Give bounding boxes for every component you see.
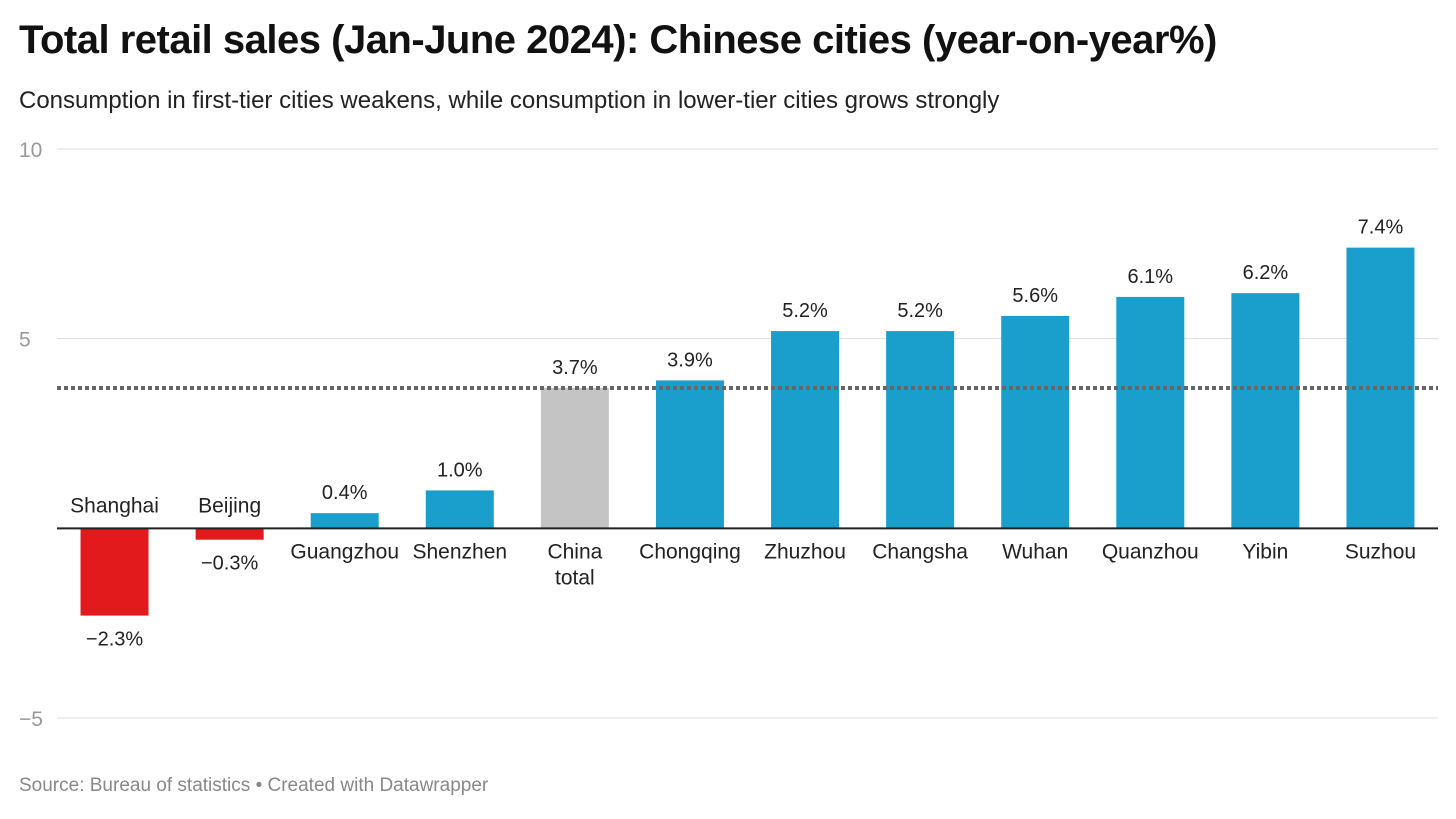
bar-guangzhou	[310, 513, 379, 529]
bar-chongqing	[655, 380, 724, 529]
chart-footer: Source: Bureau of statistics • Created w…	[19, 775, 488, 797]
reference-line-layer	[57, 385, 1438, 530]
value-label-chongqing: 3.9%	[667, 349, 713, 371]
source-text: Source: Bureau of statistics	[19, 775, 251, 796]
y-tick-label: 5	[19, 329, 31, 352]
category-label-zhuzhou: Zhuzhou	[764, 540, 846, 563]
labels: Shanghai −2.3% Beijing −0.3% Guangzhou 0.4% Sh…	[70, 217, 1416, 651]
bar-yibin	[1231, 293, 1300, 529]
value-label-wuhan: 5.6%	[1012, 285, 1058, 307]
category-label-changsha: Changsha	[872, 540, 968, 563]
category-label-yibin: Yibin	[1242, 540, 1288, 563]
category-label-shenzhen: Shenzhen	[412, 540, 507, 563]
bar-chart: −5 5 10 Shanghai −2.3% Beijing −0.3% Guangzhou…	[19, 139, 1438, 731]
category-label-line: total	[555, 566, 595, 589]
bars	[80, 247, 1415, 616]
bar-china-total	[540, 387, 609, 529]
category-label-china-total: China total	[547, 540, 602, 589]
category-label-beijing: Beijing	[198, 494, 261, 517]
bar-shanghai	[80, 528, 149, 616]
bar-quanzhou	[1116, 296, 1185, 529]
gridlines: −5 5 10	[19, 139, 1438, 731]
category-label-shanghai: Shanghai	[70, 494, 159, 517]
value-label-yibin: 6.2%	[1243, 262, 1289, 284]
category-label-chongqing: Chongqing	[639, 540, 741, 563]
value-label-suzhou: 7.4%	[1358, 217, 1404, 239]
category-label-suzhou: Suzhou	[1345, 540, 1416, 563]
value-label-china-total: 3.7%	[552, 357, 598, 379]
y-tick-label: 10	[19, 139, 42, 162]
value-label-guangzhou: 0.4%	[322, 482, 368, 504]
value-label-zhuzhou: 5.2%	[782, 300, 828, 322]
category-label-quanzhou: Quanzhou	[1102, 540, 1199, 563]
credit-text: Created with Datawrapper	[267, 775, 489, 796]
chart-title: Total retail sales (Jan-June 2024): Chin…	[19, 18, 1217, 62]
bar-shenzhen	[425, 490, 494, 529]
value-label-quanzhou: 6.1%	[1127, 266, 1173, 288]
value-label-shanghai: −2.3%	[86, 629, 143, 651]
bar-zhuzhou	[771, 331, 840, 529]
value-label-shenzhen: 1.0%	[437, 459, 483, 481]
category-label-line: China	[547, 540, 602, 563]
category-label-guangzhou: Guangzhou	[290, 540, 399, 563]
value-label-changsha: 5.2%	[897, 300, 943, 322]
footer-separator: •	[255, 775, 263, 796]
y-tick-label: −5	[19, 708, 43, 731]
bar-wuhan	[1001, 315, 1070, 529]
value-label-beijing: −0.3%	[201, 553, 258, 575]
bar-changsha	[886, 331, 955, 529]
category-label-wuhan: Wuhan	[1002, 540, 1068, 563]
chart-subtitle: Consumption in first-tier cities weakens…	[19, 87, 1000, 114]
bar-beijing	[195, 528, 264, 540]
